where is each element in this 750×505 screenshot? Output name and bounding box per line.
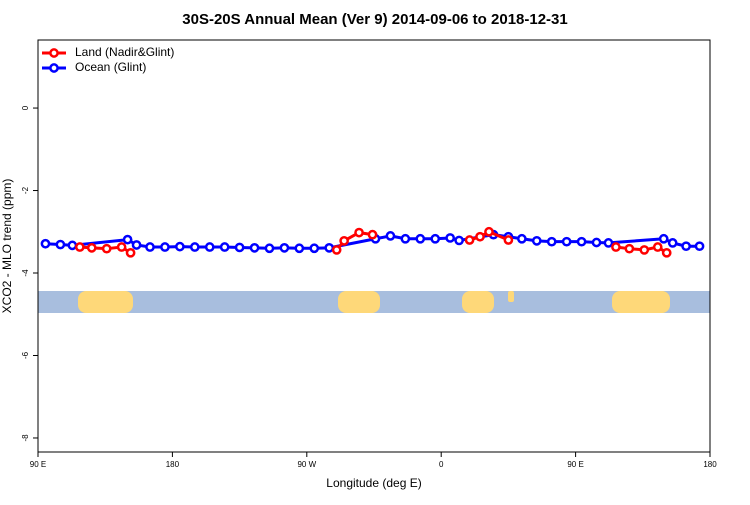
legend-marker bbox=[49, 48, 59, 58]
point bbox=[503, 235, 514, 245]
point bbox=[131, 240, 142, 250]
point bbox=[331, 245, 342, 255]
point bbox=[294, 243, 305, 254]
point bbox=[367, 229, 378, 240]
point bbox=[661, 247, 672, 258]
point bbox=[219, 242, 230, 252]
point bbox=[400, 233, 411, 244]
point bbox=[694, 241, 705, 252]
point bbox=[55, 239, 66, 250]
point bbox=[464, 235, 475, 245]
point bbox=[667, 238, 678, 248]
point bbox=[354, 227, 364, 238]
legend-label: Land (Nadir&Glint) bbox=[75, 45, 174, 59]
land-mask bbox=[38, 291, 710, 313]
y-axis-label: XCO2 - MLO trend (ppm) bbox=[0, 179, 14, 314]
point bbox=[652, 242, 663, 252]
point bbox=[74, 242, 85, 252]
point bbox=[576, 236, 587, 247]
land-blob bbox=[462, 291, 494, 313]
point bbox=[324, 243, 335, 253]
point bbox=[40, 238, 51, 249]
point bbox=[445, 233, 456, 243]
point bbox=[145, 242, 155, 252]
point bbox=[204, 242, 215, 252]
point bbox=[516, 233, 527, 244]
x-tick-label: 180 bbox=[703, 460, 717, 469]
land-blob bbox=[78, 291, 133, 313]
point bbox=[603, 238, 614, 248]
point bbox=[234, 242, 245, 253]
x-tick-label: 90 E bbox=[30, 460, 46, 469]
y-tick-label: -8 bbox=[21, 434, 30, 442]
point bbox=[125, 247, 136, 258]
point bbox=[279, 243, 290, 253]
point bbox=[430, 233, 441, 244]
point bbox=[116, 242, 127, 252]
point bbox=[611, 242, 621, 252]
x-tick-label: 90 W bbox=[297, 460, 316, 469]
point bbox=[415, 233, 426, 244]
land-blob bbox=[508, 291, 514, 302]
point bbox=[561, 236, 572, 247]
point bbox=[531, 235, 542, 246]
point bbox=[484, 226, 494, 237]
plot-frame bbox=[37, 39, 711, 453]
x-axis-label: Longitude (deg E) bbox=[326, 476, 421, 490]
land-blob bbox=[338, 291, 380, 313]
y-tick-label: -2 bbox=[21, 186, 30, 194]
x-tick-label: 90 E bbox=[567, 460, 583, 469]
legend-label: Ocean (Glint) bbox=[75, 60, 146, 74]
point bbox=[591, 237, 602, 248]
point bbox=[546, 236, 557, 247]
y-tick-label: 0 bbox=[21, 105, 30, 110]
x-tick-label: 180 bbox=[166, 460, 180, 469]
point bbox=[101, 243, 112, 254]
chart-title: 30S-20S Annual Mean (Ver 9) 2014-09-06 t… bbox=[182, 11, 567, 28]
point bbox=[67, 240, 78, 251]
y-tick-label: -6 bbox=[21, 351, 30, 359]
point bbox=[86, 243, 97, 253]
point bbox=[385, 231, 396, 241]
y-tick-label: -4 bbox=[21, 269, 30, 277]
point bbox=[189, 242, 200, 252]
point bbox=[475, 231, 485, 242]
legend-marker bbox=[49, 63, 59, 73]
point bbox=[624, 243, 635, 254]
point bbox=[122, 234, 133, 245]
point bbox=[681, 241, 691, 252]
x-tick-label: 0 bbox=[439, 460, 444, 469]
point bbox=[658, 233, 669, 244]
point bbox=[339, 235, 349, 246]
point bbox=[639, 245, 650, 255]
land-blob bbox=[612, 291, 670, 313]
point bbox=[160, 242, 170, 252]
point bbox=[175, 241, 185, 252]
point bbox=[264, 243, 275, 254]
point bbox=[249, 243, 260, 253]
point bbox=[454, 235, 464, 246]
point bbox=[309, 243, 320, 254]
